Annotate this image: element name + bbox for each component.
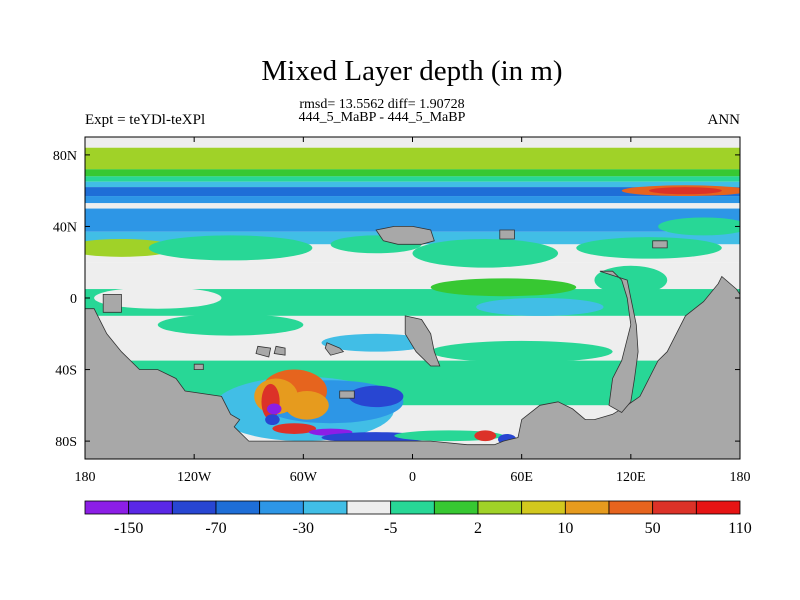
field-band-8: [85, 208, 740, 232]
colorbar-labels: -150 -70 -30 -5 2 10 50 110: [114, 520, 752, 537]
feature-layer: [85, 185, 740, 445]
colorbar-swatch-7: [390, 500, 435, 515]
field-feature-0: [85, 238, 176, 257]
colorbar-swatch-8: [433, 500, 479, 515]
colorbar-swatch-14: [695, 500, 741, 515]
field-feature-23: [265, 414, 280, 426]
field-feature-24: [272, 423, 317, 434]
colorbar-label-4: 2: [474, 520, 482, 537]
y-axis: 80N 40N 0 40S 80S: [53, 149, 740, 450]
land-mass-4: [375, 225, 435, 245]
field-feature-32: [658, 217, 740, 236]
land-mass-8: [255, 345, 272, 358]
field-band-1: [85, 147, 740, 170]
colorbar-swatch-1: [128, 500, 173, 515]
field-feature-13: [321, 333, 431, 352]
land-mass-2: [404, 315, 441, 367]
colorbar-swatch-11: [564, 500, 610, 515]
colorbar-swatch-2: [171, 500, 217, 515]
land-mass-0: [85, 275, 740, 459]
experiment-label: Expt = teYDl-teXPl: [85, 112, 205, 128]
field-band-3: [85, 176, 740, 182]
colorbar-swatch-4: [259, 500, 304, 515]
x-tick-label-6: 180: [730, 470, 751, 485]
field-feature-8: [430, 278, 577, 297]
field-feature-16: [348, 385, 404, 408]
field-feature-28: [474, 430, 497, 442]
colorbar-label-5: 10: [557, 520, 573, 537]
colorbar-swatch-10: [521, 500, 566, 515]
field-feature-3: [412, 238, 559, 268]
field-feature-7: [94, 287, 222, 309]
field-feature-22: [266, 403, 282, 415]
x-tick-label-5: 120E: [616, 470, 646, 485]
land-mass-3: [102, 293, 122, 313]
colorbar-label-1: -70: [205, 520, 226, 537]
land-mass-9: [499, 229, 515, 240]
field-band-7: [85, 203, 740, 209]
colorbar-label-7: 110: [728, 520, 751, 537]
colorbar-label-2: -30: [293, 520, 314, 537]
colorbar-swatch-6: [346, 500, 392, 515]
field-band-6: [85, 196, 740, 204]
y-tick-label-2: 0: [70, 292, 77, 307]
x-tick-label-1: 120W: [177, 470, 212, 485]
field-band-5: [85, 187, 740, 197]
land-mass-1: [599, 270, 639, 414]
field-band-4: [85, 181, 740, 188]
map-field: [85, 137, 740, 459]
y-tick-label-4: 80S: [55, 435, 77, 450]
land-mass-7: [193, 363, 204, 371]
field-feature-12: [430, 340, 613, 363]
field-band-2: [85, 169, 740, 177]
field-feature-30: [166, 369, 222, 388]
field-band-0: [85, 137, 740, 148]
field-feature-9: [476, 298, 604, 316]
field-feature-20: [285, 391, 329, 420]
x-axis: 180 120W 60W 0 60E 120E 180: [75, 137, 751, 485]
colorbar-label-3: -5: [384, 520, 397, 537]
y-tick-label-3: 40S: [55, 364, 77, 379]
season-label: ANN: [708, 112, 741, 128]
chart-title: Mixed Layer depth (in m): [261, 55, 562, 87]
x-tick-label-0: 180: [75, 470, 96, 485]
field-feature-10: [594, 265, 668, 295]
colorbar-swatch-5: [302, 500, 348, 515]
field-feature-11: [157, 314, 304, 336]
x-tick-label-2: 60W: [290, 470, 318, 485]
land-mass-6: [273, 345, 286, 356]
land-mass-10: [652, 240, 668, 249]
field-feature-31: [430, 376, 504, 399]
colorbar: [84, 500, 741, 515]
x-tick-label-4: 60E: [510, 470, 533, 485]
field-feature-4: [576, 237, 722, 259]
field-feature-1: [148, 235, 313, 261]
colorbar-label-6: 50: [645, 520, 661, 537]
colorbar-swatch-13: [652, 500, 697, 515]
field-feature-21: [261, 383, 280, 420]
y-tick-label-1: 40N: [53, 220, 77, 235]
land-mass-11: [339, 390, 355, 399]
colorbar-swatch-3: [215, 500, 261, 515]
field-feature-6: [649, 187, 722, 195]
colorbar-swatch-9: [477, 500, 523, 515]
chart-stats-subtitle: rmsd= 13.5562 diff= 1.90728: [299, 97, 464, 112]
colorbar-swatch-12: [608, 500, 654, 515]
y-tick-label-0: 80N: [53, 149, 77, 164]
land-layer: [85, 225, 740, 459]
x-tick-label-3: 0: [409, 470, 416, 485]
colorbar-swatch-0: [84, 500, 130, 515]
colorbar-label-0: -150: [114, 520, 143, 537]
land-mass-5: [324, 342, 345, 356]
chart-cases-subtitle: 444_5_MaBP - 444_5_MaBP: [299, 110, 466, 125]
